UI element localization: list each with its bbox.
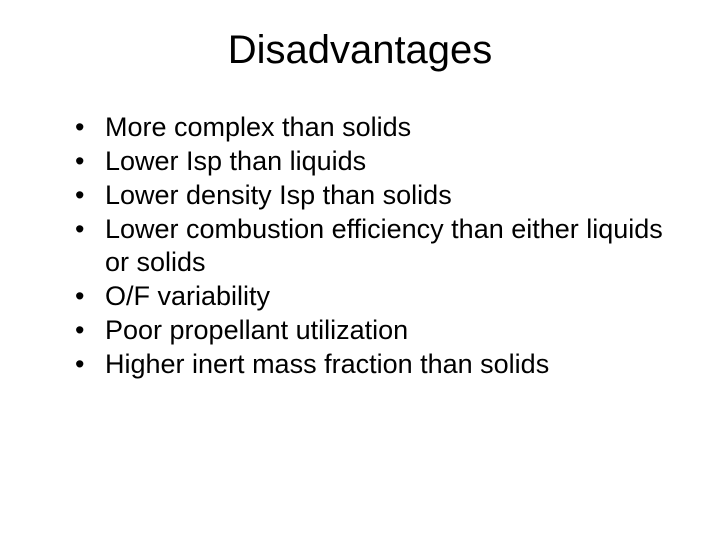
list-item: Higher inert mass fraction than solids xyxy=(75,348,680,381)
list-item: Poor propellant utilization xyxy=(75,314,680,347)
list-item: Lower combustion efficiency than either … xyxy=(75,213,680,279)
bullet-list: More complex than solids Lower Isp than … xyxy=(40,111,680,381)
slide-container: Disadvantages More complex than solids L… xyxy=(0,0,720,540)
list-item: Lower Isp than liquids xyxy=(75,145,680,178)
list-item: More complex than solids xyxy=(75,111,680,144)
list-item: O/F variability xyxy=(75,280,680,313)
slide-title: Disadvantages xyxy=(40,28,680,73)
list-item: Lower density Isp than solids xyxy=(75,179,680,212)
